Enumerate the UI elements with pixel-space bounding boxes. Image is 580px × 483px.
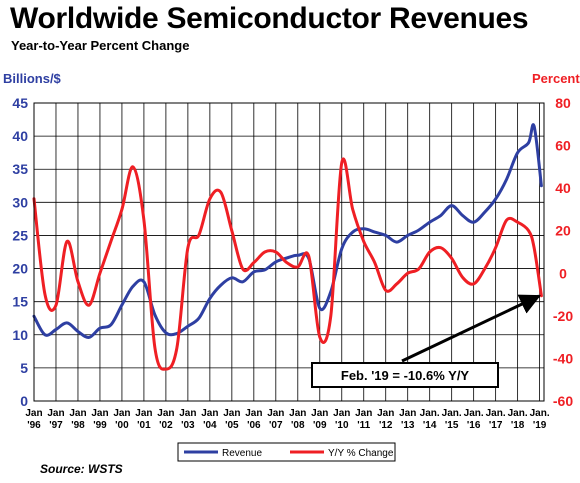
- left-tick-label: 5: [20, 360, 28, 376]
- x-tick-label-year: '05: [225, 420, 239, 431]
- x-tick-label-year: '18: [511, 420, 525, 431]
- x-tick-label-year: '00: [115, 420, 129, 431]
- x-axis-ticks: Jan'96Jan'97Jan'98Jan'99Jan'00Jan'01Jan'…: [25, 408, 549, 431]
- x-tick-label-month: Jan.: [508, 408, 528, 419]
- legend-revenue-label: Revenue: [222, 448, 262, 459]
- left-tick-label: 45: [12, 95, 28, 111]
- source-note: Source: WSTS: [40, 462, 123, 476]
- x-tick-label-month: Jan.: [442, 408, 462, 419]
- right-tick-label: 20: [555, 223, 571, 239]
- revenue-line: [32, 123, 543, 339]
- x-tick-label-month: Jan: [69, 408, 86, 419]
- x-tick-label-month: Jan: [311, 408, 328, 419]
- x-tick-label-year: '97: [49, 420, 63, 431]
- right-tick-label: 60: [555, 138, 571, 154]
- x-tick-label-month: Jan: [399, 408, 416, 419]
- x-tick-label-month: Jan: [267, 408, 284, 419]
- left-tick-label: 25: [12, 227, 28, 243]
- right-tick-label: -40: [553, 350, 573, 366]
- right-axis-label: Percent: [532, 71, 580, 86]
- right-tick-label: 80: [555, 95, 571, 111]
- annotation-box: [311, 362, 499, 388]
- left-tick-label: 30: [12, 194, 28, 210]
- grid-lines: [33, 102, 544, 402]
- x-tick-label-month: Jan: [201, 408, 218, 419]
- x-tick-label-year: '06: [247, 420, 261, 431]
- x-tick-label-year: '13: [401, 420, 415, 431]
- x-tick-label-month: Jan: [91, 408, 108, 419]
- x-tick-label-year: '03: [181, 420, 195, 431]
- x-tick-label-year: '08: [291, 420, 305, 431]
- x-tick-label-year: '10: [335, 420, 349, 431]
- left-tick-label: 0: [20, 393, 28, 409]
- x-tick-label-month: Jan: [47, 408, 64, 419]
- x-tick-label-month: Jan.: [486, 408, 506, 419]
- right-axis-ticks: 80 60 40 20 0 -20 -40 -60: [553, 95, 573, 409]
- right-tick-label: 0: [559, 265, 567, 281]
- left-tick-label: 40: [12, 128, 28, 144]
- series-layer: [32, 123, 543, 371]
- x-tick-label-year: '15: [445, 420, 459, 431]
- yoy-change-line: [32, 157, 543, 371]
- left-axis-label: Billions/$: [3, 71, 62, 86]
- left-tick-label: 20: [12, 261, 28, 277]
- x-tick-label-year: '96: [27, 420, 41, 431]
- annotation-arrow: [401, 294, 541, 363]
- x-tick-label-month: Jan: [333, 408, 350, 419]
- x-tick-label-month: Jan.: [530, 408, 550, 419]
- x-tick-label-month: Jan.: [464, 408, 484, 419]
- left-axis-ticks: 45 40 35 30 25 20 15 10 5 0: [12, 95, 28, 409]
- x-tick-label-year: '99: [93, 420, 107, 431]
- x-tick-label-month: Jan: [289, 408, 306, 419]
- legend-box: [177, 442, 396, 462]
- x-tick-label-year: '19: [533, 420, 547, 431]
- x-tick-label-year: '02: [159, 420, 173, 431]
- x-tick-label-year: '17: [489, 420, 503, 431]
- x-tick-label-year: '09: [313, 420, 327, 431]
- x-tick-label-month: Jan: [245, 408, 262, 419]
- x-tick-label-month: Jan: [179, 408, 196, 419]
- x-tick-label-year: '12: [379, 420, 393, 431]
- x-tick-label-month: Jan: [135, 408, 152, 419]
- chart-subtitle: Year-to-Year Percent Change: [11, 38, 190, 53]
- x-tick-label-year: '16: [467, 420, 481, 431]
- x-tick-label-month: Jan: [377, 408, 394, 419]
- legend-yoy-label: Y/Y % Change: [328, 448, 394, 459]
- x-tick-label-month: Jan: [25, 408, 42, 419]
- right-tick-label: -60: [553, 393, 573, 409]
- x-tick-label-year: '98: [71, 420, 85, 431]
- left-tick-label: 35: [12, 161, 28, 177]
- right-tick-label: -20: [553, 308, 573, 324]
- annotation-text: Feb. '19 = -10.6% Y/Y: [341, 368, 470, 383]
- x-tick-label-year: '01: [137, 420, 151, 431]
- x-tick-label-year: '07: [269, 420, 283, 431]
- x-tick-label-year: '04: [203, 420, 217, 431]
- left-tick-label: 10: [12, 327, 28, 343]
- x-tick-label-year: '14: [423, 420, 437, 431]
- x-tick-label-month: Jan: [223, 408, 240, 419]
- left-tick-label: 15: [12, 294, 28, 310]
- x-tick-label-month: Jan.: [420, 408, 440, 419]
- chart-title: Worldwide Semiconductor Revenues: [10, 2, 529, 35]
- x-tick-label-year: '11: [357, 420, 370, 431]
- right-tick-label: 40: [555, 180, 571, 196]
- x-tick-label-month: Jan: [355, 408, 372, 419]
- x-tick-label-month: Jan: [157, 408, 174, 419]
- x-tick-label-month: Jan: [113, 408, 130, 419]
- plot-frame: [33, 102, 545, 402]
